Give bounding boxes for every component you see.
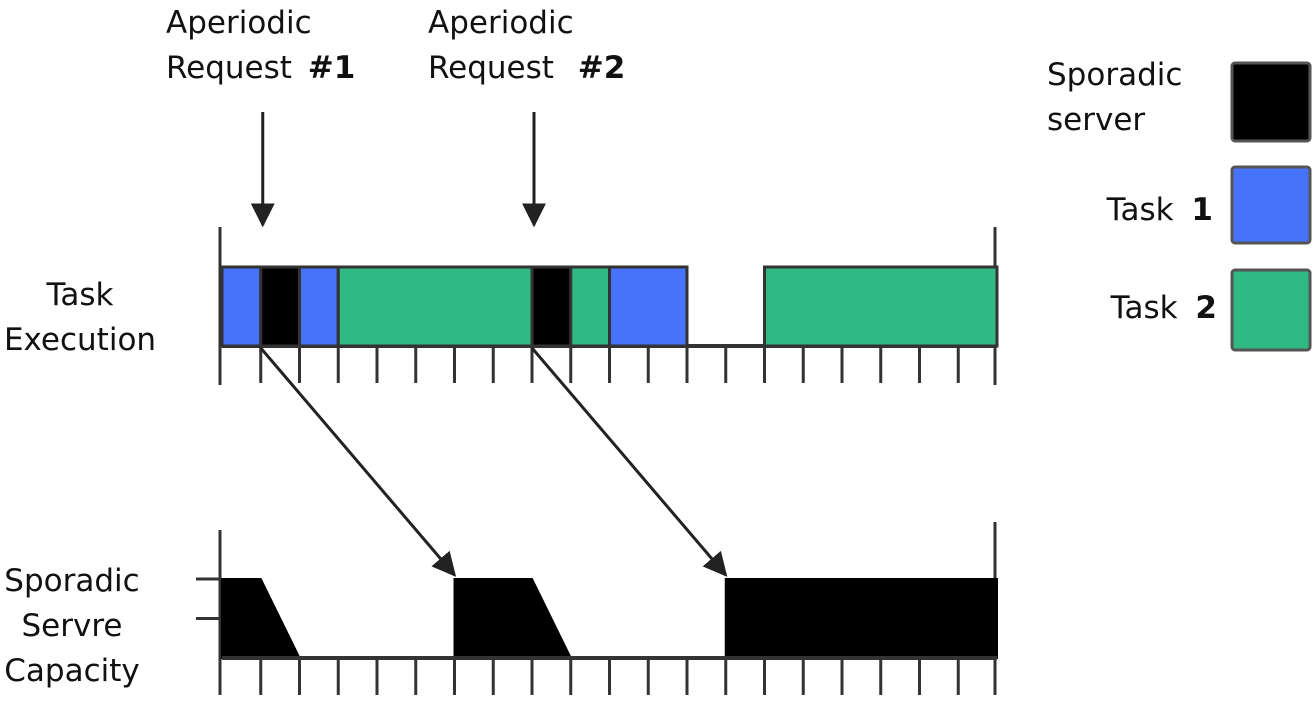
execution-segment	[220, 265, 263, 348]
request-1-number: #1	[308, 50, 356, 86]
replenishment-arrow	[259, 347, 457, 577]
execution-segment	[763, 265, 999, 348]
legend-task-1-text: Task	[1106, 192, 1174, 228]
capacity-profile	[221, 578, 998, 659]
legend-task-2-label: Task 2	[1110, 290, 1217, 326]
execution-segment	[259, 265, 301, 348]
legend: Sporadic server Task 1 Task 2	[1047, 57, 1312, 352]
execution-segment	[569, 265, 611, 348]
request-2-line1: Aperiodic	[428, 5, 574, 41]
legend-task-1-number: 1	[1191, 192, 1213, 228]
task-execution-line1: Task	[46, 277, 114, 313]
legend-task-2-text: Task	[1110, 290, 1178, 326]
legend-sporadic-line1: Sporadic	[1047, 57, 1182, 93]
server-capacity-label: Sporadic Servre Capacity	[4, 563, 139, 689]
legend-sporadic-server: Sporadic server	[1047, 57, 1312, 143]
legend-sporadic-line2: server	[1047, 102, 1145, 138]
request-1-annotation: Aperiodic Request #1	[166, 5, 355, 86]
arrows	[250, 112, 728, 577]
execution-segment	[298, 265, 340, 348]
server-capacity-line3: Capacity	[4, 653, 139, 689]
request-2-annotation: Aperiodic Request #2	[428, 5, 625, 86]
task-execution-timeline	[218, 227, 999, 385]
legend-task-1-label: Task 1	[1106, 192, 1213, 228]
replenishment-arrow	[530, 347, 728, 577]
server-capacity-line1: Sporadic	[4, 563, 139, 599]
execution-segment	[530, 265, 573, 348]
task-execution-line2: Execution	[4, 322, 156, 358]
task-execution-label: Task Execution	[4, 277, 156, 358]
request-1-text: Request	[166, 50, 292, 86]
request-2-number: #2	[578, 50, 626, 86]
legend-task-1-swatch	[1230, 165, 1312, 245]
legend-task-2-swatch	[1230, 268, 1312, 352]
request-1-line2: Request #1	[166, 50, 355, 86]
legend-task-2: Task 2	[1110, 268, 1312, 352]
execution-segment	[336, 265, 534, 348]
request-2-text: Request	[428, 50, 554, 86]
legend-sporadic-swatch	[1230, 61, 1312, 143]
execution-segment	[608, 265, 689, 348]
legend-task-1: Task 1	[1106, 165, 1312, 245]
request-1-line1: Aperiodic	[166, 5, 312, 41]
legend-task-2-number: 2	[1195, 290, 1217, 326]
server-capacity-line2: Servre	[22, 608, 123, 644]
request-2-line2: Request #2	[428, 50, 625, 86]
capacity-timeline	[196, 522, 998, 695]
